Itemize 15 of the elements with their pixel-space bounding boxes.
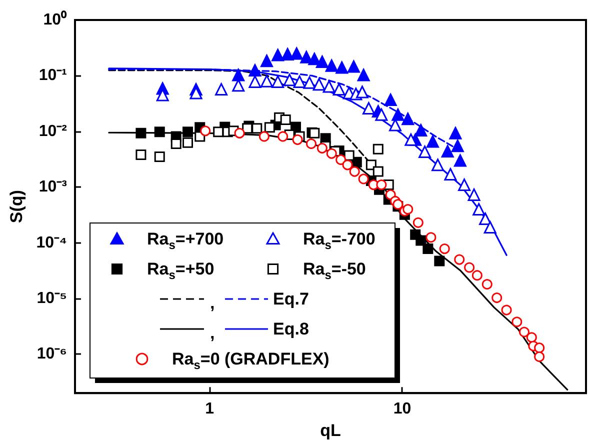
x-tick-label: 1 xyxy=(205,400,214,418)
y-tick-label: 10⁻¹ xyxy=(38,67,67,84)
y-tick-label: 10⁻⁶ xyxy=(36,346,67,363)
legend-label: Eq.8 xyxy=(273,320,309,338)
annotation: , xyxy=(210,294,215,312)
y-tick-label: 10⁻⁵ xyxy=(36,290,67,307)
y-tick-label: 10⁻² xyxy=(38,122,67,140)
y-tick-label: 10⁻³ xyxy=(38,178,67,196)
y-tick-label: 10⁻⁴ xyxy=(36,234,68,252)
y-axis-title: S(q) xyxy=(7,190,26,224)
annotation: , xyxy=(210,324,215,342)
legend-label: Eq.7 xyxy=(273,290,309,308)
x-tick-label: 10 xyxy=(393,400,412,418)
y-tick-label: 10⁰ xyxy=(43,10,67,28)
x-axis-title: qL xyxy=(320,421,341,440)
